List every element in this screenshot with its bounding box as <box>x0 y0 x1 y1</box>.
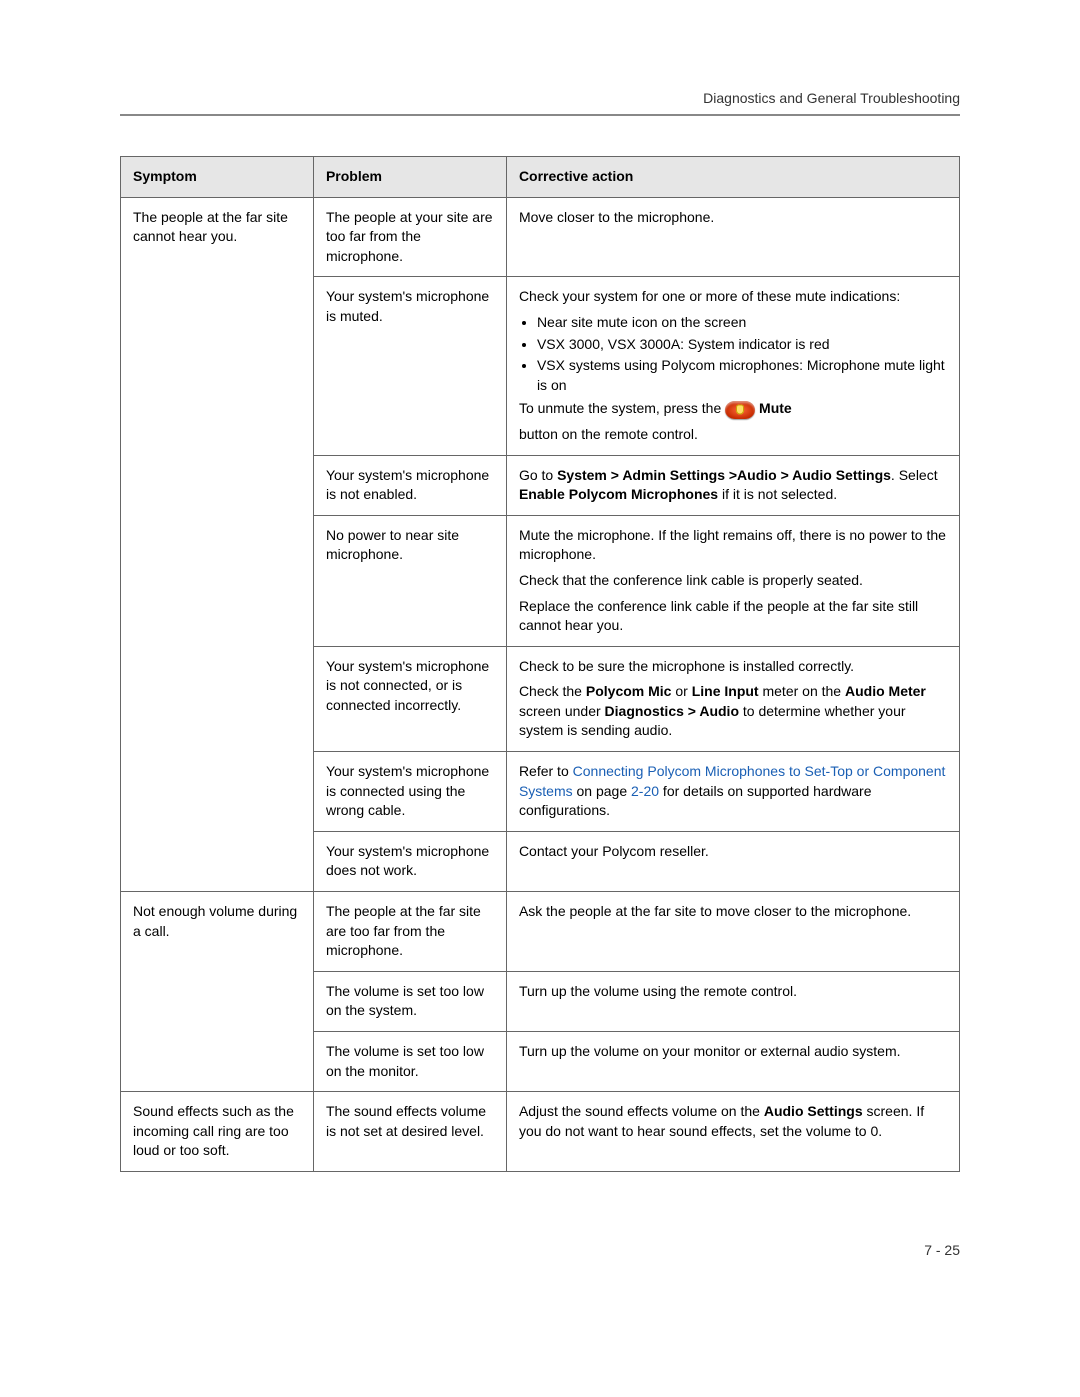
action-cell: Move closer to the microphone. <box>506 197 959 277</box>
action-text-fragment: screen under <box>519 703 605 719</box>
action-cell: Mute the microphone. If the light remain… <box>506 515 959 646</box>
action-text-fragment: Refer to <box>519 763 573 779</box>
action-text: Check the Polycom Mic or Line Input mete… <box>519 682 947 741</box>
problem-cell: Your system's microphone is not connecte… <box>313 646 506 751</box>
action-text: Adjust the sound effects volume on the A… <box>519 1102 947 1141</box>
action-cell: Check your system for one or more of the… <box>506 277 959 455</box>
action-text: Refer to Connecting Polycom Microphones … <box>519 762 947 821</box>
action-cell: Ask the people at the far site to move c… <box>506 892 959 972</box>
action-text: To unmute the system, press the Mute <box>519 399 947 419</box>
action-text: button on the remote control. <box>519 425 947 445</box>
symptom-cell: The people at the far site cannot hear y… <box>121 197 314 891</box>
action-text-fragment: To unmute the system, press the <box>519 400 725 416</box>
menu-path: Diagnostics > Audio <box>605 703 739 719</box>
problem-cell: Your system's microphone is not enabled. <box>313 455 506 515</box>
action-text-fragment: or <box>671 683 691 699</box>
mute-label: Mute <box>759 400 792 416</box>
problem-cell: Your system's microphone does not work. <box>313 831 506 891</box>
action-cell: Contact your Polycom reseller. <box>506 831 959 891</box>
col-header-problem: Problem <box>313 157 506 198</box>
problem-cell: No power to near site microphone. <box>313 515 506 646</box>
col-header-action: Corrective action <box>506 157 959 198</box>
mute-button-icon <box>725 401 755 419</box>
action-text-fragment: on page <box>573 783 631 799</box>
action-text: Replace the conference link cable if the… <box>519 597 947 636</box>
bullet-list: Near site mute icon on the screen VSX 30… <box>537 313 947 395</box>
menu-path: System > Admin Settings >Audio > Audio S… <box>557 467 891 483</box>
header-rule <box>120 114 960 116</box>
action-text: Check to be sure the microphone is insta… <box>519 657 947 677</box>
problem-cell: The people at the far site are too far f… <box>313 892 506 972</box>
action-text: Go to System > Admin Settings >Audio > A… <box>519 466 947 505</box>
action-text: Mute the microphone. If the light remain… <box>519 526 947 565</box>
symptom-cell: Not enough volume during a call. <box>121 892 314 1092</box>
troubleshooting-table: Symptom Problem Corrective action The pe… <box>120 156 960 1172</box>
action-text-fragment: meter on the <box>759 683 845 699</box>
col-header-symptom: Symptom <box>121 157 314 198</box>
action-cell: Turn up the volume on your monitor or ex… <box>506 1032 959 1092</box>
page-number: 7 - 25 <box>120 1242 960 1258</box>
action-text-fragment: Go to <box>519 467 557 483</box>
list-item: Near site mute icon on the screen <box>537 313 947 333</box>
symptom-cell: Sound effects such as the incoming call … <box>121 1092 314 1172</box>
table-row: Not enough volume during a call. The peo… <box>121 892 960 972</box>
document-page: Diagnostics and General Troubleshooting … <box>0 0 1080 1318</box>
problem-cell: Your system's microphone is connected us… <box>313 752 506 832</box>
ui-term: Audio Settings <box>764 1103 863 1119</box>
problem-cell: The sound effects volume is not set at d… <box>313 1092 506 1172</box>
problem-cell: The volume is set too low on the monitor… <box>313 1032 506 1092</box>
action-text-fragment: . Select <box>891 467 938 483</box>
setting-name: Enable Polycom Microphones <box>519 486 718 502</box>
action-cell: Adjust the sound effects volume on the A… <box>506 1092 959 1172</box>
action-text: Check that the conference link cable is … <box>519 571 947 591</box>
problem-cell: The volume is set too low on the system. <box>313 971 506 1031</box>
table-row: Sound effects such as the incoming call … <box>121 1092 960 1172</box>
table-header-row: Symptom Problem Corrective action <box>121 157 960 198</box>
header-section-title: Diagnostics and General Troubleshooting <box>120 90 960 106</box>
action-text-fragment: if it is not selected. <box>718 486 837 502</box>
action-cell: Refer to Connecting Polycom Microphones … <box>506 752 959 832</box>
ui-term: Line Input <box>692 683 759 699</box>
action-cell: Turn up the volume using the remote cont… <box>506 971 959 1031</box>
action-text-fragment: Check the <box>519 683 586 699</box>
action-cell: Go to System > Admin Settings >Audio > A… <box>506 455 959 515</box>
problem-cell: The people at your site are too far from… <box>313 197 506 277</box>
action-cell: Check to be sure the microphone is insta… <box>506 646 959 751</box>
problem-cell: Your system's microphone is muted. <box>313 277 506 455</box>
list-item: VSX 3000, VSX 3000A: System indicator is… <box>537 335 947 355</box>
table-row: The people at the far site cannot hear y… <box>121 197 960 277</box>
page-reference-link[interactable]: 2-20 <box>631 783 659 799</box>
action-text-fragment: Adjust the sound effects volume on the <box>519 1103 764 1119</box>
ui-term: Polycom Mic <box>586 683 672 699</box>
ui-term: Audio Meter <box>845 683 926 699</box>
action-text: Check your system for one or more of the… <box>519 287 947 307</box>
list-item: VSX systems using Polycom microphones: M… <box>537 356 947 395</box>
